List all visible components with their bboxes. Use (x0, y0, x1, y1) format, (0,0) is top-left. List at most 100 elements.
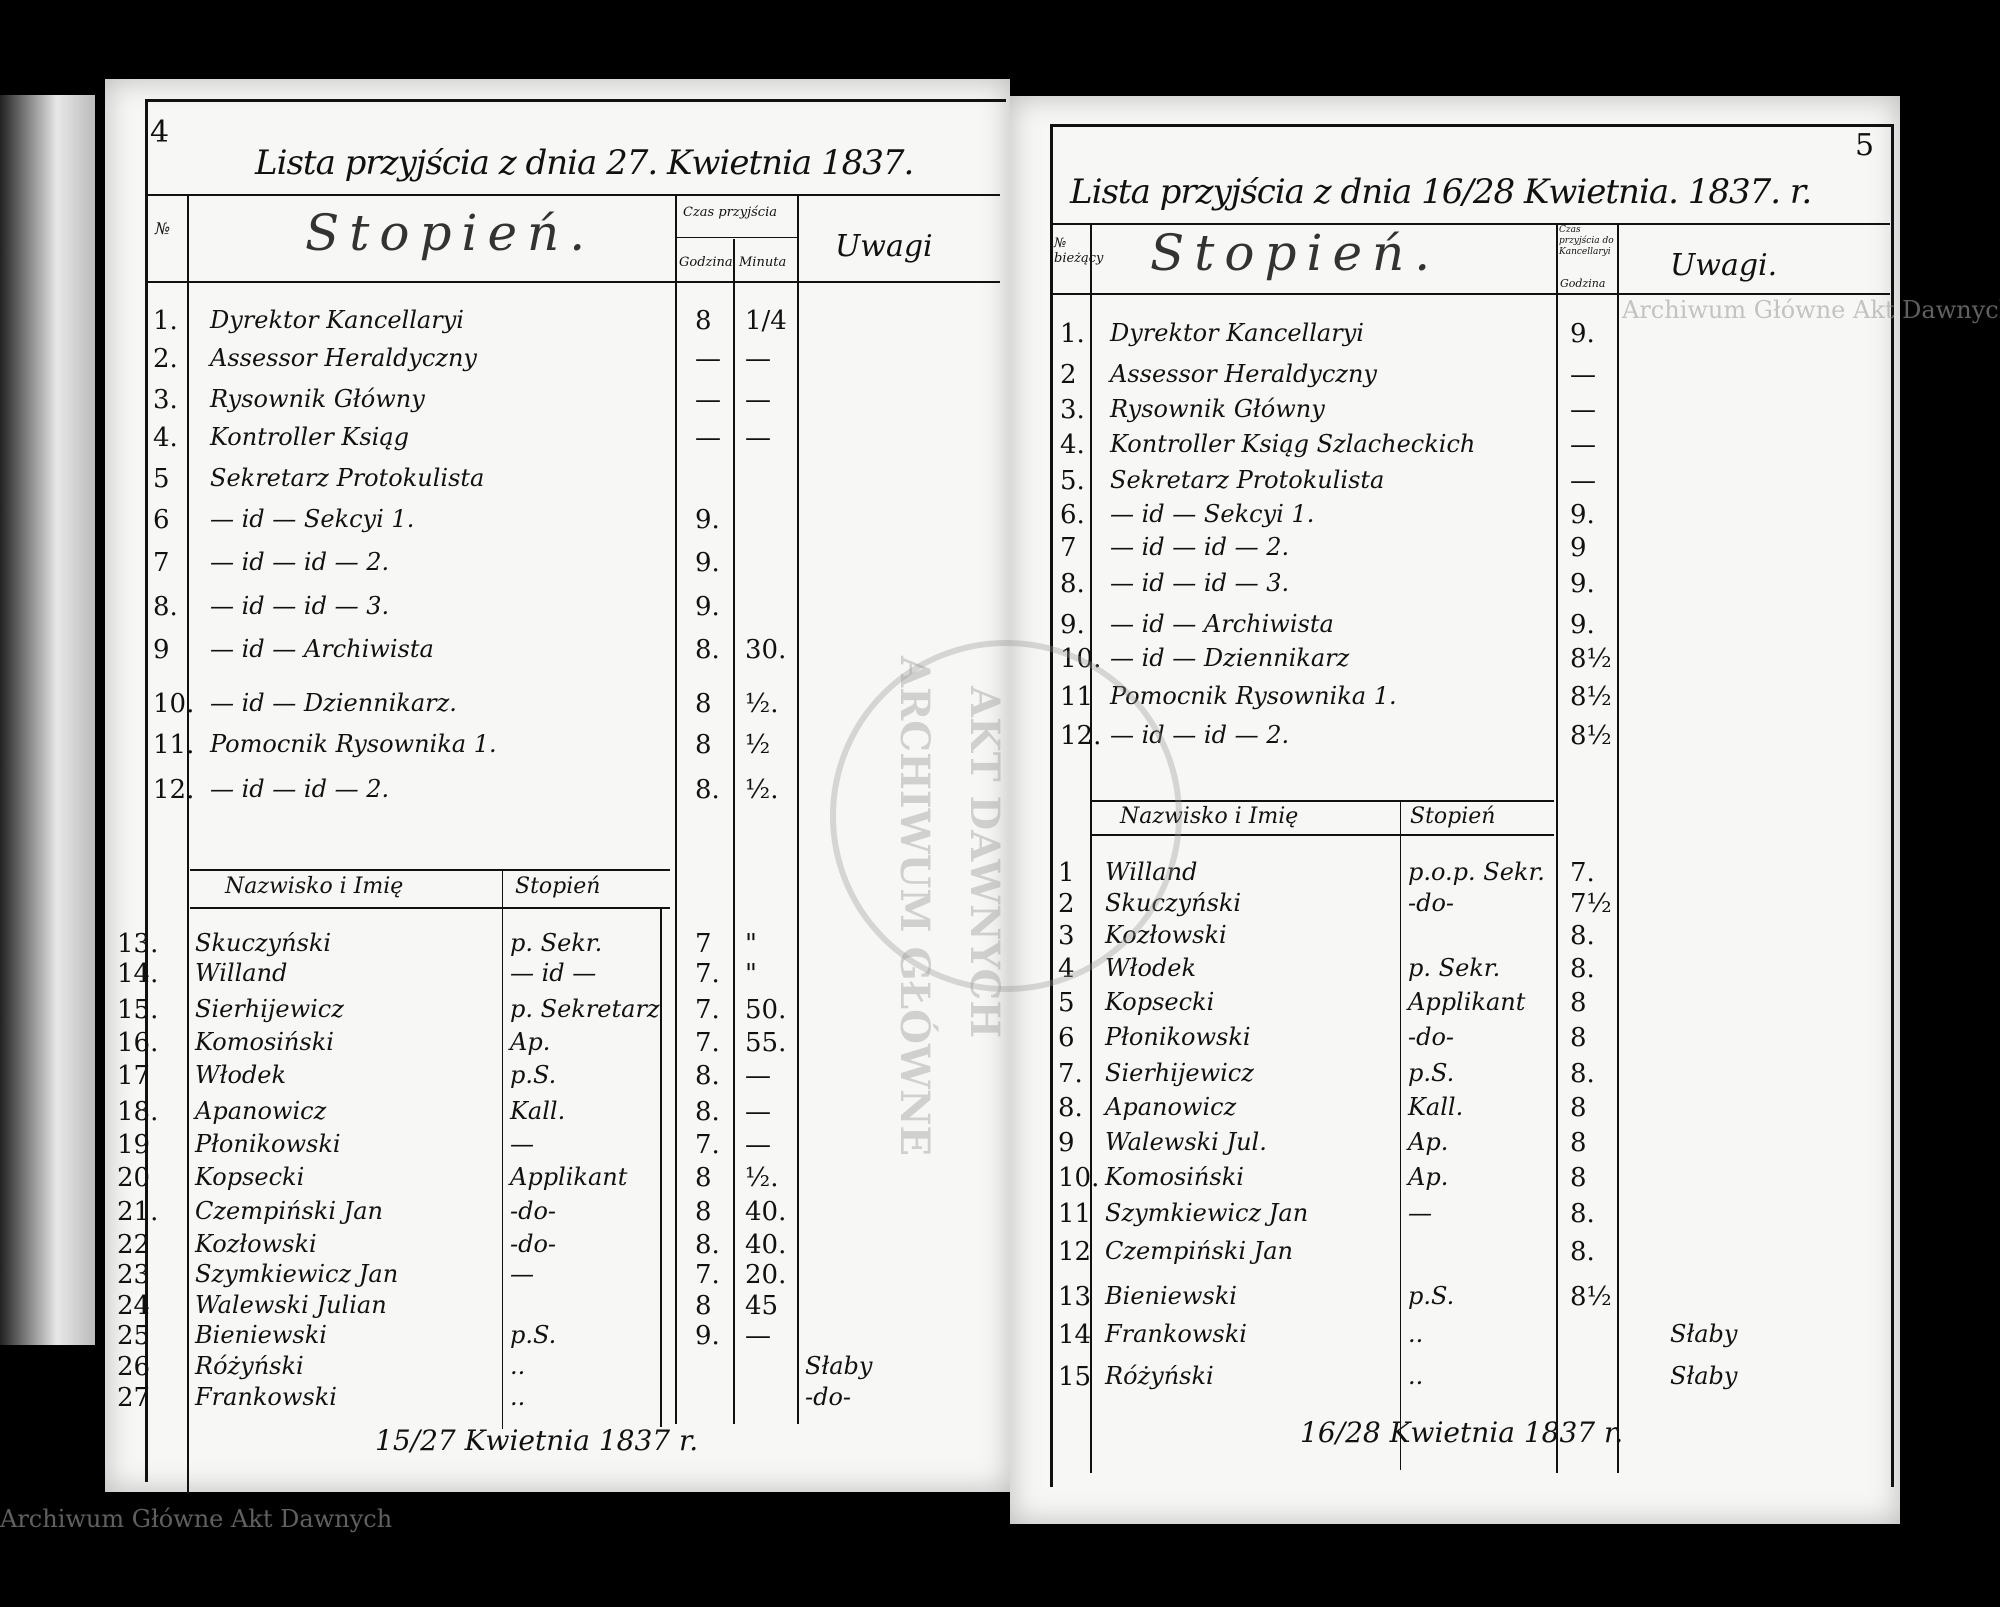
cell-no: 10. (1058, 1163, 1100, 1193)
divider (1050, 223, 1890, 225)
cell-minute: — (745, 344, 771, 374)
page-number: 5 (1855, 128, 1875, 163)
column-rule (733, 239, 735, 1424)
cell-rank: p. Sekr. (510, 929, 603, 957)
cell-rank: — (1408, 1199, 1432, 1227)
page-title: Lista przyjścia z dnia 27. Kwietnia 1837… (255, 143, 914, 183)
cell-hour: 9 (1570, 533, 1587, 563)
footer-date: 15/27 Kwietnia 1837 r. (375, 1424, 699, 1457)
cell-hour: 7. (695, 1028, 720, 1058)
column-rule (660, 907, 662, 1427)
cell-minute: ½. (745, 1163, 779, 1193)
cell-minute: 55. (745, 1028, 787, 1058)
cell-no: 18. (117, 1097, 159, 1127)
column-rule (187, 194, 189, 1494)
page-number: 4 (150, 115, 170, 150)
cell-remarks: Słaby (1670, 1320, 1738, 1348)
cell-hour: 7 (695, 929, 712, 959)
cell-no: 26 (117, 1352, 151, 1382)
cell-name: Płonikowski (1105, 1023, 1251, 1051)
cell-name: Komosiński (1105, 1163, 1244, 1191)
cell-hour: 8. (695, 1061, 720, 1091)
cell-name: Kopsecki (1105, 988, 1215, 1016)
cell-rank: — id — id — 2. (210, 548, 390, 576)
cell-hour: — (1570, 430, 1596, 460)
cell-no: 15 (1058, 1362, 1092, 1392)
cell-rank: Dyrektor Kancellaryi (1110, 319, 1364, 347)
cell-minute: — (745, 423, 771, 453)
cell-rank: p.S. (510, 1061, 557, 1089)
cell-rank: p.S. (1408, 1059, 1455, 1087)
cell-rank: -do- (1408, 1023, 1455, 1051)
cell-rank: Dyrektor Kancellaryi (210, 306, 464, 334)
cell-hour: — (1570, 360, 1596, 390)
cell-rank: Pomocnik Rysownika 1. (1110, 682, 1397, 710)
column-header-rank: Stopień. (305, 204, 596, 262)
cell-minute: — (745, 1321, 771, 1351)
column-rule (1556, 223, 1558, 1473)
cell-no: 12 (1058, 1237, 1092, 1267)
cell-hour: 9. (1570, 319, 1595, 349)
cell-rank: Kontroller Ksiąg Szlacheckich (1110, 430, 1476, 458)
cell-minute: ½. (745, 689, 779, 719)
stamp-text-bottom: AKT DAWNYCH (961, 686, 1008, 1039)
cell-no: 24 (117, 1291, 151, 1321)
cell-minute: 50. (745, 995, 787, 1025)
cell-hour: 8. (1570, 1237, 1595, 1267)
cell-name: Czempiński Jan (195, 1197, 384, 1225)
cell-no: 7. (1058, 1059, 1083, 1089)
cell-no: 17 (117, 1061, 151, 1091)
column-header-no: № (155, 219, 171, 238)
cell-no: 9 (153, 635, 170, 665)
watermark: Archiwum Główne Akt Dawnych (1622, 296, 2000, 324)
cell-hour: 8½ (1570, 1282, 1612, 1312)
divider (145, 194, 1000, 196)
staff-header-name: Nazwisko i Imię (225, 874, 404, 899)
cell-hour: 8 (695, 1291, 712, 1321)
cell-minute: 30. (745, 635, 787, 665)
cell-no: 5 (1058, 988, 1075, 1018)
cell-name: Włodek (195, 1061, 287, 1089)
cell-rank: Ap. (1408, 1128, 1449, 1156)
cell-rank: — id — Sekcyi 1. (210, 505, 415, 533)
cell-no: 1. (153, 306, 178, 336)
cell-no: 3. (1060, 395, 1085, 425)
staff-header-rank: Stopień (515, 874, 601, 899)
cell-name: Różyński (195, 1352, 304, 1380)
cell-rank: p.o.p. Sekr. (1408, 858, 1545, 886)
column-header-remarks: Uwagi (835, 229, 933, 264)
cell-rank: — id — Dziennikarz. (210, 689, 457, 717)
divider (190, 907, 670, 909)
cell-remarks: Słaby (1670, 1362, 1738, 1390)
cell-hour: 9. (695, 505, 720, 535)
cell-rank: — id — id — 3. (1110, 569, 1290, 597)
cell-hour: 8. (695, 1230, 720, 1260)
cell-hour: 8. (1570, 1059, 1595, 1089)
cell-hour: 8 (695, 1197, 712, 1227)
column-header-time: Czas przyjścia (683, 205, 777, 220)
cell-hour: 8 (695, 306, 712, 336)
cell-hour: 9. (695, 592, 720, 622)
cell-no: 11. (153, 730, 195, 760)
cell-rank: p.S. (510, 1321, 557, 1349)
cell-rank: Applikant (510, 1163, 628, 1191)
cell-hour: 8. (695, 1097, 720, 1127)
cell-name: Włodek (1105, 954, 1197, 982)
cell-no: 25 (117, 1321, 151, 1351)
cell-rank: — (510, 1260, 534, 1288)
cell-name: Frankowski (1105, 1320, 1247, 1348)
cell-rank: Rysownik Główny (1110, 395, 1325, 423)
cell-minute: 40. (745, 1230, 787, 1260)
cell-rank: — id — id — 3. (210, 592, 390, 620)
cell-name: Płonikowski (195, 1130, 341, 1158)
cell-minute: 20. (745, 1260, 787, 1290)
cell-no: 14. (117, 959, 159, 989)
cell-no: 23 (117, 1260, 151, 1290)
column-header-rank: Stopień. (1150, 224, 1441, 282)
divider (190, 869, 670, 871)
cell-no: 22 (117, 1230, 151, 1260)
cell-rank: -do- (510, 1230, 557, 1258)
cell-hour: 8 (1570, 1128, 1587, 1158)
cell-rank: -do- (510, 1197, 557, 1225)
cell-rank: .. (510, 1352, 526, 1380)
